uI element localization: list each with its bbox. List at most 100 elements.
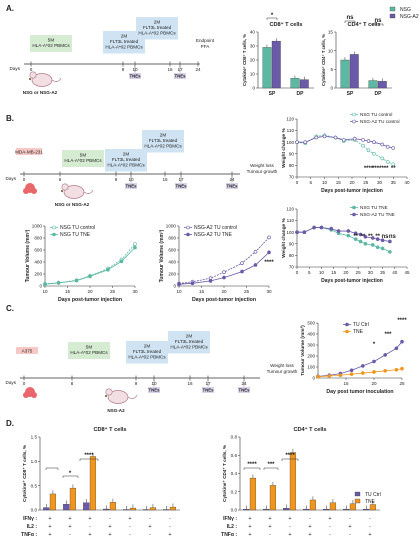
x-axis-title: Days post-tumor injection [321, 188, 383, 194]
data-point [360, 364, 365, 368]
box-b-5m [62, 150, 104, 167]
bar [303, 508, 310, 511]
data-point [240, 261, 244, 266]
y-tick-label: 0 [330, 86, 333, 91]
data-point [361, 138, 365, 142]
significance-mark: ns [346, 15, 354, 21]
data-point [222, 270, 226, 275]
significance-mark: *** [267, 462, 275, 468]
combo-sign: + [88, 516, 91, 522]
bar [129, 507, 137, 511]
box-c-2m-2-text: FLT3L treated [175, 339, 204, 344]
cell-dot [31, 188, 37, 194]
series-line [178, 252, 270, 285]
data-point [329, 226, 334, 231]
panel-label-c: C. [6, 304, 14, 313]
box-b-2m-2 [142, 130, 184, 153]
data-point [372, 359, 376, 364]
panel-label-a: A. [6, 4, 14, 13]
mouse-tail [127, 394, 138, 399]
combo-sign: - [149, 516, 151, 522]
combo-sign: + [128, 516, 131, 522]
y-tick-label: 400 [307, 332, 315, 337]
x-tick-label: 30 [266, 289, 272, 294]
combo-sign: - [349, 532, 351, 538]
significance-bracket [266, 17, 278, 20]
data-point [88, 274, 92, 279]
significance-bracket [243, 467, 261, 470]
data-point [222, 275, 226, 280]
panel-label-b: B. [6, 114, 14, 123]
timeline-tick-label: 24 [195, 67, 201, 72]
tne-label: TNEs [130, 73, 142, 78]
legend-swatch [354, 491, 361, 497]
timeline-days-label: Days [10, 66, 21, 71]
data-point [352, 136, 357, 141]
data-point [383, 353, 388, 357]
data-point [240, 269, 244, 274]
box-c-2m-1-text: 2M [144, 344, 151, 349]
significance-mark: *** [384, 332, 392, 338]
data-point [383, 369, 388, 373]
significance-bracket [62, 475, 79, 478]
box-a-5m-text: 5M [48, 38, 55, 43]
data-point [375, 237, 380, 241]
bar [243, 508, 250, 511]
combo-sign: - [109, 516, 111, 522]
box-c-5m-text: HLA-A*02 PBMCs [70, 350, 108, 355]
bar [349, 54, 359, 89]
data-point [302, 230, 307, 234]
combo-sign: - [269, 532, 271, 538]
y-axis-title: Cytokine⁺ CD4⁺ T cells, % [321, 34, 326, 86]
x-tick-label: SP [347, 91, 354, 97]
data-point [336, 229, 341, 233]
significance-mark: * [271, 13, 274, 19]
data-point [316, 374, 320, 379]
y-tick-label: 0.2 [231, 489, 238, 494]
legend-label: NSG [400, 7, 411, 13]
box-a-2m-2-text: 2M [154, 20, 161, 25]
mouse-ear [29, 71, 37, 79]
combo-sign: + [328, 516, 331, 522]
combo-row-label: IL2 : [227, 524, 238, 530]
combo-sign: - [149, 532, 151, 538]
tne-box [175, 183, 187, 189]
y-tick-label: 0.0 [231, 508, 238, 513]
bar [271, 40, 281, 89]
x-tick-label: 40 [392, 270, 398, 275]
y-tick-label: 5 [330, 67, 333, 72]
x-tick-label: 5 [308, 270, 311, 275]
x-tick-label: 15 [199, 289, 205, 294]
combo-sign: + [308, 532, 311, 538]
y-tick-label: 10 [250, 72, 256, 77]
x-tick-label: 25 [356, 270, 362, 275]
y-tick-label: 100 [286, 140, 294, 145]
legend-label: NSG TU TNE [360, 205, 388, 210]
x-axis-title: Days post-tumor injection [321, 278, 383, 284]
combo-sign: + [288, 532, 291, 538]
legend-label: NSG-A2 TU TNE [360, 212, 395, 217]
x-tick-label: 40 [404, 180, 410, 185]
data-point [43, 282, 47, 287]
x-tick-label: DP [297, 91, 305, 97]
data-point [363, 235, 368, 239]
data-point [358, 232, 363, 237]
data-point [133, 245, 137, 250]
mouse-ear [105, 388, 113, 396]
y-tick-label: 1000 [32, 224, 43, 229]
combo-row-label: IL2 : [27, 524, 38, 530]
box-a-5m-text: HLA-A*02 PBMCs [32, 43, 70, 48]
timeline-tick-label: 16 [162, 177, 168, 182]
data-point [380, 246, 385, 251]
y-axis-title: Cytokine⁺ CD8⁺ T cells, % [22, 445, 27, 502]
data-point [295, 230, 299, 234]
legend-marker [352, 205, 356, 210]
data-point [312, 225, 316, 230]
x-tick-label: 10 [42, 289, 48, 294]
significance-mark: ** [353, 234, 358, 240]
combo-sign: - [89, 524, 91, 530]
y-tick-label: 0.0 [31, 508, 38, 513]
box-a-5m [30, 35, 72, 52]
